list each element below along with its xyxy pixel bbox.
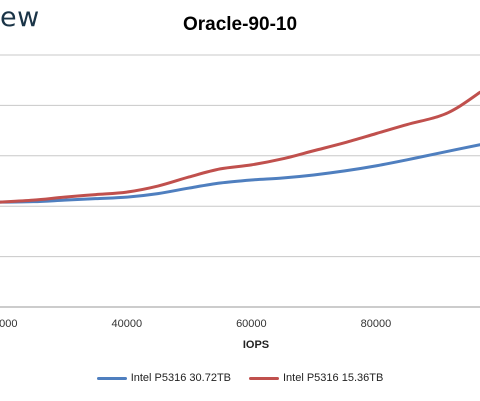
series-line-15-36tb	[0, 90, 480, 204]
x-tick-label: 40000	[111, 318, 142, 330]
x-tick-label: 80000	[361, 318, 392, 330]
brand-logo-fragment: ew	[0, 2, 40, 33]
series-line-30-72tb	[0, 143, 480, 204]
x-tick-label: 20000	[0, 318, 17, 330]
chart-legend: Intel P5316 30.72TB Intel P5316 15.36TB	[0, 372, 480, 384]
x-tick-labels: 20000 40000 60000 80000	[0, 318, 391, 330]
legend-swatch-15-36tb	[249, 376, 279, 380]
chart-series	[0, 90, 480, 204]
legend-item-15-36tb: Intel P5316 15.36TB	[249, 372, 383, 384]
legend-label-15-36tb: Intel P5316 15.36TB	[283, 372, 384, 384]
x-axis-label: IOPS	[243, 339, 269, 351]
legend-label-30-72tb: Intel P5316 30.72TB	[130, 372, 231, 384]
chart-gridlines	[0, 54, 480, 258]
legend-item-30-72tb: Intel P5316 30.72TB	[96, 372, 231, 384]
x-tick-label: 60000	[236, 318, 267, 330]
chart-title: Oracle-90-10	[182, 14, 298, 35]
legend-swatch-30-72tb	[96, 376, 127, 380]
